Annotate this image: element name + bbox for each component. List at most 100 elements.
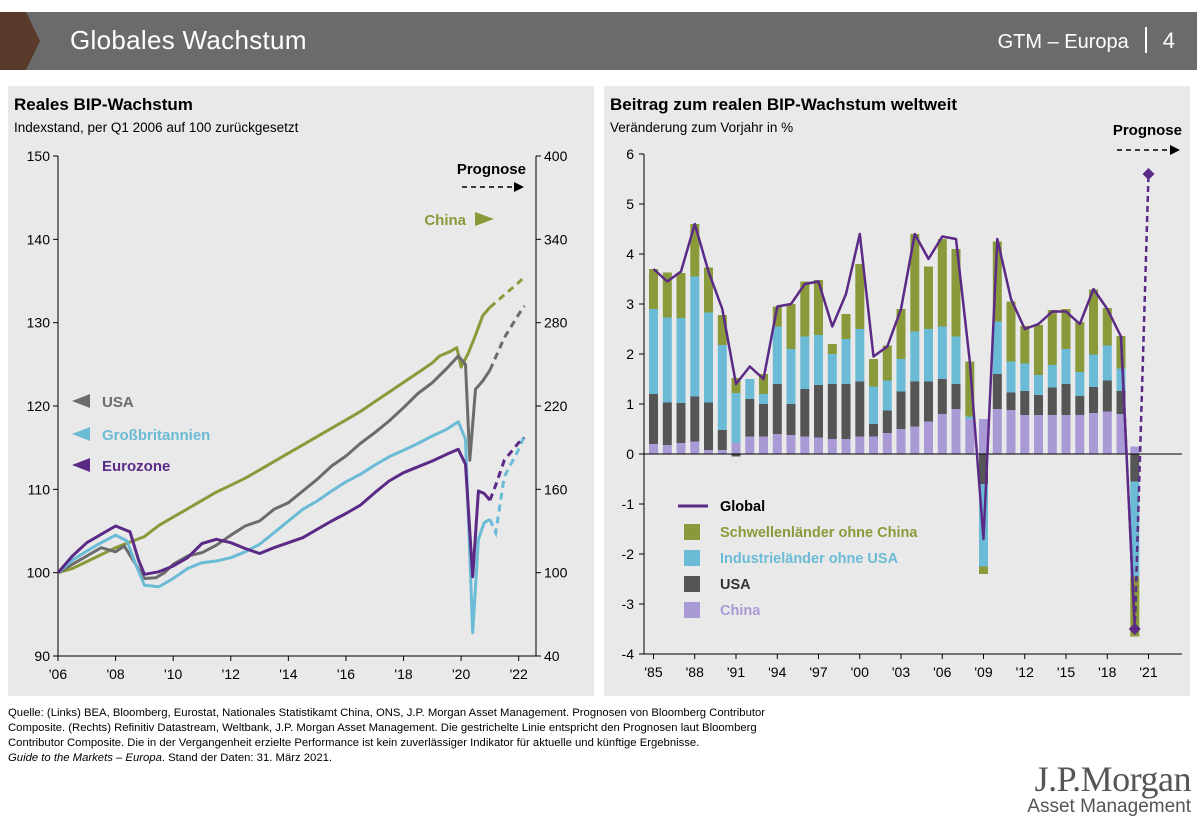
- header-meta: GTM – Europa 4: [998, 27, 1175, 54]
- x-tick-label: '21: [1139, 664, 1157, 680]
- bar-segment: [1061, 309, 1071, 349]
- y-tick-label-left: 140: [27, 231, 51, 247]
- bar-segment: [1020, 326, 1030, 364]
- y-tick-label: -3: [622, 596, 635, 612]
- arrow-right-icon: [1170, 145, 1180, 155]
- y-tick-label: 6: [626, 146, 634, 162]
- bar-segment: [992, 321, 1002, 374]
- bar-segment: [924, 421, 933, 454]
- bar-segment: [676, 318, 686, 403]
- bar-segment: [690, 224, 700, 277]
- bar-segment: [717, 430, 727, 450]
- bar-segment: [951, 336, 961, 384]
- bar-segment: [814, 385, 823, 438]
- legend-label: Schwellenländer ohne China: [720, 525, 918, 541]
- x-tick-label: '06: [933, 664, 951, 680]
- y-tick-label: 4: [626, 246, 634, 262]
- legend-label: Industrieländer ohne USA: [720, 551, 899, 567]
- bar-segment: [1089, 354, 1098, 387]
- y-tick-label: 2: [626, 346, 634, 362]
- bar-segment: [827, 354, 837, 384]
- source-date: Guide to the Markets – Europa. Stand der…: [8, 751, 968, 766]
- bar-segment: [649, 444, 658, 454]
- bar-segment: [759, 404, 768, 437]
- bar-segment: [1089, 387, 1098, 413]
- y-tick-label: 5: [626, 196, 634, 212]
- y-tick-label-right: 40: [544, 648, 560, 664]
- x-tick-label: '18: [1098, 664, 1116, 680]
- bar-segment: [937, 239, 947, 327]
- legend-swatch: [684, 576, 700, 592]
- bar-segment: [869, 359, 878, 387]
- bar-segment: [882, 345, 892, 381]
- y-tick-label: 3: [626, 296, 634, 312]
- legend-swatch: [684, 524, 700, 540]
- bar-segment: [1102, 411, 1112, 454]
- bar-segment: [896, 429, 906, 454]
- x-tick-label: '88: [686, 664, 704, 680]
- bar-segment: [745, 436, 755, 454]
- bar-segment: [1102, 345, 1112, 381]
- bar-segment: [1061, 384, 1071, 415]
- x-tick-label: '06: [49, 666, 67, 682]
- bar-segment: [1116, 391, 1126, 414]
- y-tick-label: -1: [622, 496, 635, 512]
- bar-segment: [1061, 415, 1071, 454]
- bar-segment: [937, 379, 947, 414]
- x-tick-label: '16: [337, 666, 355, 682]
- bar-segment: [896, 309, 906, 359]
- bar-segment: [814, 335, 823, 385]
- right-chart: Beitrag zum realen BIP-Wachstum weltweit…: [610, 95, 1182, 680]
- bar-segment: [924, 381, 933, 422]
- series-label: Eurozone: [102, 458, 170, 475]
- bar-segment: [896, 391, 906, 429]
- bar-segment: [965, 416, 975, 419]
- global-line: [652, 222, 1137, 630]
- bar-segment: [786, 404, 796, 435]
- x-tick-label: '15: [1057, 664, 1075, 680]
- x-tick-label: '12: [1016, 664, 1034, 680]
- page-header: Globales Wachstum GTM – Europa 4: [0, 12, 1197, 70]
- bar-segment: [717, 345, 727, 430]
- bar-segment: [1034, 375, 1043, 395]
- bar-segment: [841, 439, 851, 454]
- x-tick-label: '18: [394, 666, 412, 682]
- x-tick-label: '00: [851, 664, 869, 680]
- bar-segment: [759, 394, 768, 404]
- bar-segment: [951, 249, 961, 337]
- bar-segment: [662, 317, 672, 403]
- series-label: China: [424, 212, 466, 229]
- bar-segment: [717, 450, 727, 454]
- y-tick-label: -2: [622, 546, 635, 562]
- bar-segment: [841, 384, 851, 439]
- bar-segment: [965, 419, 975, 454]
- bar-segment: [855, 329, 865, 382]
- forecast-line: [488, 275, 526, 309]
- bar-segment: [882, 410, 892, 433]
- bar-segment: [910, 381, 920, 427]
- bar-segment: [869, 424, 878, 437]
- y-tick-label-left: 110: [28, 481, 51, 497]
- bar-segment: [704, 267, 713, 313]
- arrow-right-icon: [514, 182, 524, 192]
- bar-segment: [1006, 301, 1016, 362]
- bar-segment: [662, 402, 672, 445]
- bar-segment: [1089, 289, 1098, 355]
- x-tick-label: '10: [164, 666, 182, 682]
- legend-label: China: [720, 603, 761, 619]
- bar-segment: [841, 339, 851, 384]
- bar-segment: [1047, 310, 1057, 365]
- chart-subtitle: Veränderung zum Vorjahr in %: [610, 120, 793, 135]
- bar-segment: [772, 326, 782, 384]
- logo-sub: Asset Management: [1027, 796, 1191, 817]
- bar-segment: [731, 454, 741, 457]
- bar-segment: [745, 379, 755, 399]
- bar-segment: [979, 454, 988, 484]
- bar-segment: [1047, 387, 1057, 415]
- guide-title: Guide to the Markets – Europa: [8, 752, 162, 764]
- bar-segment: [1034, 395, 1043, 415]
- source-line: Contributor Composite. Die in der Vergan…: [8, 737, 700, 749]
- bar-segment: [1116, 368, 1126, 391]
- bar-segment: [937, 414, 947, 454]
- bar-segment: [772, 434, 782, 454]
